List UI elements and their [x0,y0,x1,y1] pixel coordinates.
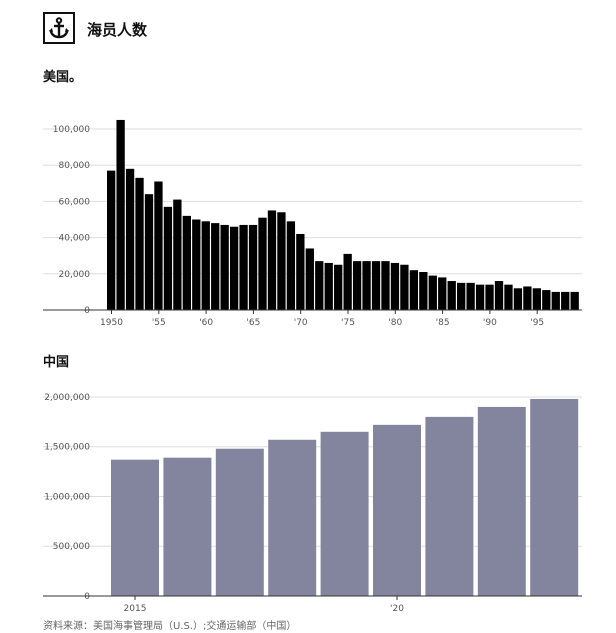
bar [305,248,314,310]
bar [390,262,400,310]
x-tick-label: '65 [246,318,260,328]
china-chart-title: 中国 [43,355,70,370]
y-tick-label: 1,000,000 [44,492,90,502]
x-tick-label: 1950 [100,318,123,328]
bar [561,291,570,310]
y-tick-label: 0 [84,592,90,602]
y-tick-label: 2,000,000 [44,393,90,403]
bar [220,224,229,310]
x-tick-label: '85 [436,318,450,328]
bar [258,217,267,310]
bar [371,261,381,310]
bar [485,284,494,310]
bar [530,398,579,596]
bar [343,253,352,310]
y-tick-label: 40,000 [59,234,91,244]
bar [111,459,159,596]
y-tick-label: 60,000 [59,197,91,207]
bar [373,424,421,596]
bar [334,264,343,310]
bar [570,291,579,310]
bar [523,286,532,310]
bar [457,282,466,310]
bar [513,288,523,310]
anchor-icon [43,12,75,44]
bar [229,226,239,310]
bar [428,275,437,310]
x-tick-label: '55 [152,318,166,328]
bar [107,170,116,310]
source-note: 资料来源：美国海事管理局（U.S.）;交通运输部（中国） [43,621,297,632]
bar [352,261,362,310]
bar [277,212,286,310]
bar [425,416,474,596]
bar [447,281,456,310]
bar [248,224,258,310]
bar [542,290,551,310]
bar [135,177,144,310]
x-tick-label: '80 [388,318,402,328]
bar [239,224,248,310]
bar [551,291,560,310]
bar [362,261,371,310]
bar [211,223,220,310]
bar [163,206,173,310]
x-tick-label: '20 [390,604,404,614]
y-tick-label: 500,000 [53,542,90,552]
bar [494,281,504,310]
us-chart-title: 美国。 [43,70,83,85]
bar [381,261,390,310]
bar [215,448,264,596]
bar [125,168,135,310]
x-tick-label: '95 [530,318,544,328]
bar [144,194,154,310]
bar [320,431,369,596]
bar [182,215,191,310]
bar [477,406,526,596]
bar [315,261,324,310]
bar [438,277,447,310]
us-seafarers-chart: 0 20,000 40,000 60,000 80,000 100,000 1950 '55 '… [43,119,582,328]
y-tick-label: 80,000 [59,161,91,171]
bar [466,282,475,310]
bar [163,457,212,596]
page-title: 海员人数 [87,21,148,39]
bar [504,284,513,310]
china-seafarers-chart: 0 500,000 1,000,000 1,500,000 2,000,000 2015 '… [43,393,582,614]
bar [296,233,305,310]
bar [268,439,317,596]
bar [192,219,201,310]
bar [324,262,333,310]
y-tick-label: 0 [84,306,90,316]
bar [400,264,409,310]
bar [475,284,485,310]
bar [532,288,541,310]
bar [267,210,277,310]
bar [116,119,125,310]
bar [154,181,163,310]
bar [173,199,182,310]
bar [409,270,419,310]
bar [419,271,428,310]
x-tick-label: 2015 [124,604,147,614]
x-tick-label: '90 [483,318,497,328]
y-tick-label: 1,500,000 [44,443,90,453]
x-tick-label: '75 [341,318,355,328]
bar [286,221,296,310]
bar [201,221,210,310]
y-tick-label: 100,000 [53,125,90,135]
y-tick-label: 20,000 [59,270,91,280]
anchor-icon-glyph [49,17,69,39]
x-tick-label: '60 [199,318,213,328]
x-tick-label: '70 [294,318,308,328]
